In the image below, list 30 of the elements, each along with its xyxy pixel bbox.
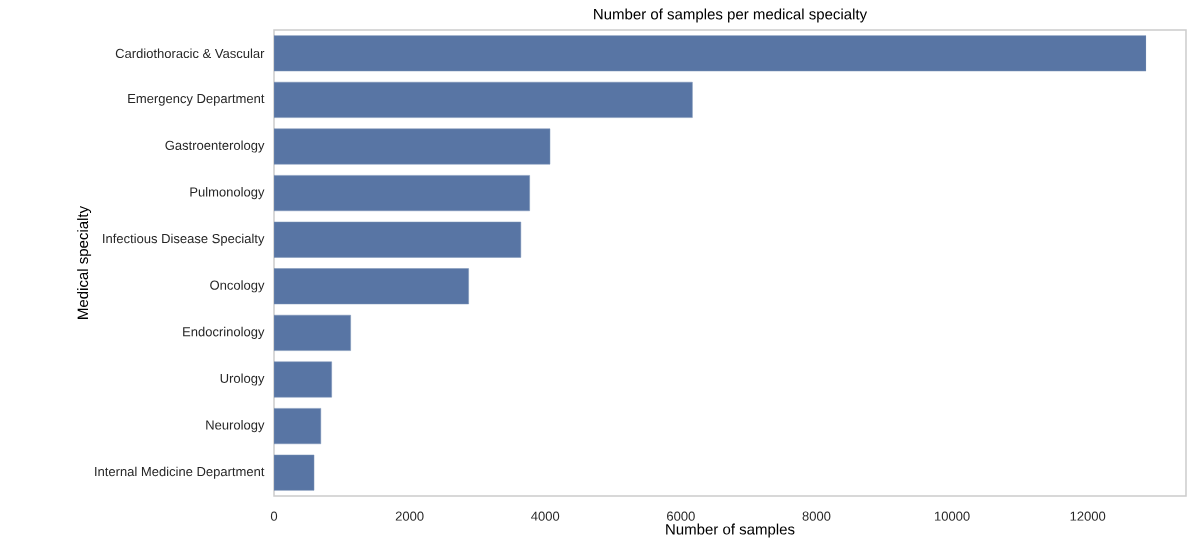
- y-tick-label: Endocrinology: [183, 326, 265, 339]
- x-tick-label: 10000: [934, 511, 970, 521]
- bar: [274, 454, 315, 491]
- y-tick-label: Oncology: [210, 280, 265, 293]
- bar: [274, 128, 551, 165]
- bar: [274, 81, 693, 118]
- x-axis-title: Number of samples: [666, 523, 795, 538]
- y-tick-label: Cardiothoracic & Vascular: [115, 48, 265, 59]
- x-tick-label: 4000: [531, 511, 560, 521]
- y-tick-label: Gastroenterology: [165, 140, 265, 153]
- y-tick-label: Urology: [220, 373, 265, 386]
- y-axis-title: Medical specialty: [77, 205, 92, 319]
- y-tick-label: Infectious Disease Specialty: [103, 233, 265, 246]
- bar: [274, 221, 522, 258]
- bar: [274, 314, 351, 351]
- bar: [274, 35, 1147, 72]
- y-tick-label: Emergency Department: [128, 94, 265, 106]
- chart-title: Number of samples per medical specialty: [594, 8, 868, 23]
- x-tick-label: 2000: [395, 511, 424, 521]
- bar: [274, 268, 469, 305]
- y-tick-label: Pulmonology: [190, 187, 265, 200]
- bar: [274, 361, 332, 398]
- x-tick-label: 8000: [802, 511, 831, 521]
- x-tick-label: 12000: [1070, 511, 1106, 521]
- x-tick-label: 0: [270, 511, 278, 521]
- bar: [274, 408, 322, 445]
- x-tick-label: 6000: [667, 511, 695, 521]
- y-tick-label: Internal Medicine Department: [95, 466, 265, 479]
- y-tick-label: Neurology: [206, 420, 265, 433]
- bar: [274, 175, 530, 212]
